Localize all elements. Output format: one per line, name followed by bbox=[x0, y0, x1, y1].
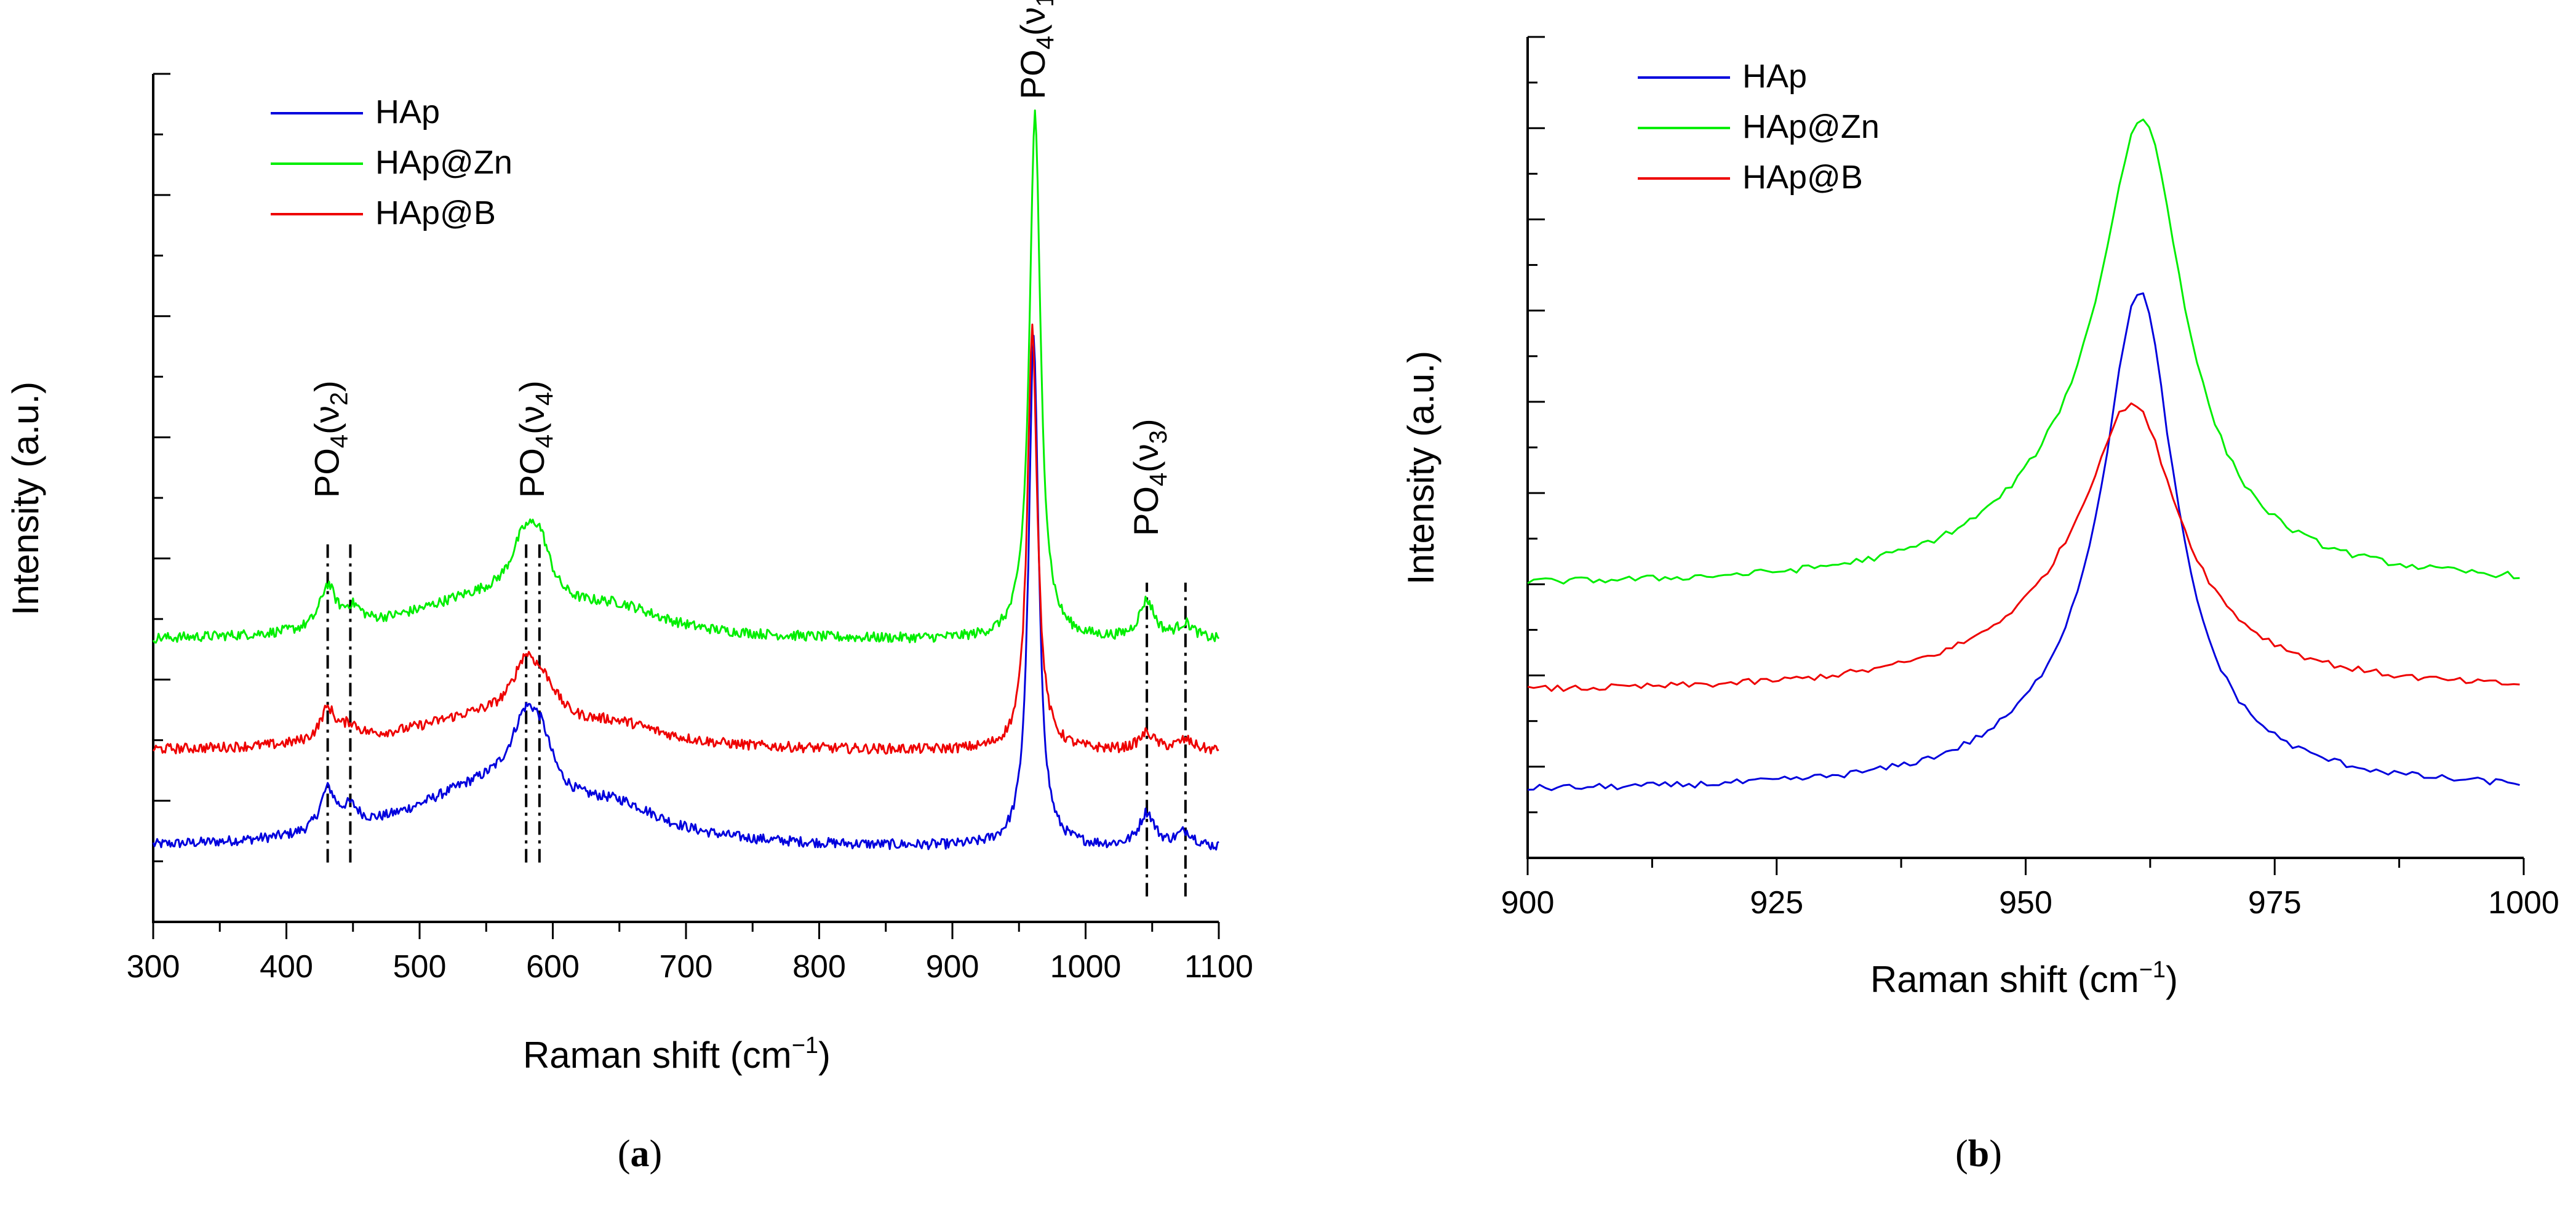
annotation-mode-subscript: 4 bbox=[531, 392, 558, 406]
annotation-mode-subscript: 3 bbox=[1145, 430, 1172, 444]
chart-panel-a: 300 400 500 600 700 800 900 1000 1100 Raman shift… bbox=[5, 0, 1253, 1175]
annotation-base: PO bbox=[308, 448, 346, 498]
annotation-mode: ν bbox=[1013, 7, 1052, 25]
x-tick-label: 800 bbox=[792, 949, 846, 985]
x-tick-label: 400 bbox=[260, 949, 313, 985]
legend-label: HAp@B bbox=[375, 194, 496, 231]
series-line-hap bbox=[152, 335, 1219, 851]
x-axis-label-end: ) bbox=[2166, 959, 2178, 1000]
x-tick-label: 975 bbox=[2248, 885, 2302, 921]
legend-label: HAp bbox=[1742, 58, 1807, 95]
panel-label-letter: a bbox=[631, 1133, 650, 1175]
x-axis-label: Raman shift (cm−1) bbox=[523, 1033, 831, 1076]
series-line-hap-b bbox=[1527, 402, 2520, 692]
chart-panel-b: 900 925 950 975 1000 Raman shift (cm−1) Intens… bbox=[1400, 36, 2559, 1175]
annotation-subscript: 4 bbox=[326, 434, 353, 448]
y-axis-label: Intensity (a.u.) bbox=[5, 382, 46, 615]
series-line-hap-b bbox=[152, 323, 1219, 755]
x-tick-label: 900 bbox=[1501, 885, 1555, 921]
x-axis-label: Raman shift (cm−1) bbox=[1870, 957, 2178, 1000]
series-line-hap-zn bbox=[152, 109, 1220, 644]
annotation-mode: ν bbox=[1127, 444, 1165, 461]
x-axis-label-text: Raman shift (cm bbox=[523, 1035, 792, 1076]
x-axis-label-text: Raman shift (cm bbox=[1870, 959, 2139, 1000]
x-tick-label: 900 bbox=[926, 949, 979, 985]
annotation-base: PO bbox=[1127, 486, 1165, 536]
annotation-mode: ν bbox=[512, 406, 551, 423]
legend-label: HAp bbox=[375, 94, 440, 130]
x-tick-label: 950 bbox=[1999, 885, 2052, 921]
annotation-base: PO bbox=[512, 448, 551, 498]
annotation-po4: PO4(ν1) bbox=[1013, 0, 1059, 99]
annotation-mode-subscript: 2 bbox=[326, 392, 353, 406]
legend: HAp HAp@Zn HAp@B bbox=[271, 94, 512, 231]
y-axis-label: Intensity (a.u.) bbox=[1400, 351, 1442, 585]
annotation-po4: PO4(ν3) bbox=[1127, 418, 1172, 536]
annotation-base: PO bbox=[1013, 49, 1052, 99]
x-tick-label: 600 bbox=[526, 949, 580, 985]
legend-label: HAp@Zn bbox=[375, 144, 512, 181]
x-axis-label-superscript: −1 bbox=[792, 1033, 818, 1059]
x-tick-label: 1100 bbox=[1184, 949, 1253, 985]
annotation-mode-subscript: 1 bbox=[1032, 0, 1059, 7]
series-line-hap bbox=[1527, 292, 2520, 791]
x-tick-label: 500 bbox=[393, 949, 447, 985]
annotation-po4: PO4(ν2) bbox=[308, 380, 353, 498]
x-tick-label: 1000 bbox=[2488, 885, 2559, 921]
legend: HAp HAp@Zn HAp@B bbox=[1638, 58, 1880, 196]
x-tick-label: 300 bbox=[127, 949, 180, 985]
x-axis-label-superscript: −1 bbox=[2139, 957, 2166, 983]
annotation-subscript: 4 bbox=[1032, 36, 1059, 49]
panel-label-letter: b bbox=[1968, 1133, 1989, 1175]
series-line-hap-zn bbox=[1527, 118, 2520, 585]
x-tick-label: 1000 bbox=[1050, 949, 1122, 985]
annotation-subscript: 4 bbox=[531, 434, 558, 448]
panel-label: (a) bbox=[618, 1133, 662, 1175]
x-tick-label: 925 bbox=[1750, 885, 1803, 921]
x-tick-label: 700 bbox=[660, 949, 713, 985]
annotation-po4: PO4(ν4) bbox=[512, 380, 558, 498]
annotation-mode: ν bbox=[308, 406, 346, 423]
x-axis-label-end: ) bbox=[818, 1035, 831, 1076]
legend-label: HAp@Zn bbox=[1742, 108, 1880, 145]
legend-label: HAp@B bbox=[1742, 159, 1863, 196]
panel-label: (b) bbox=[1955, 1133, 2002, 1175]
annotation-subscript: 4 bbox=[1145, 473, 1172, 486]
